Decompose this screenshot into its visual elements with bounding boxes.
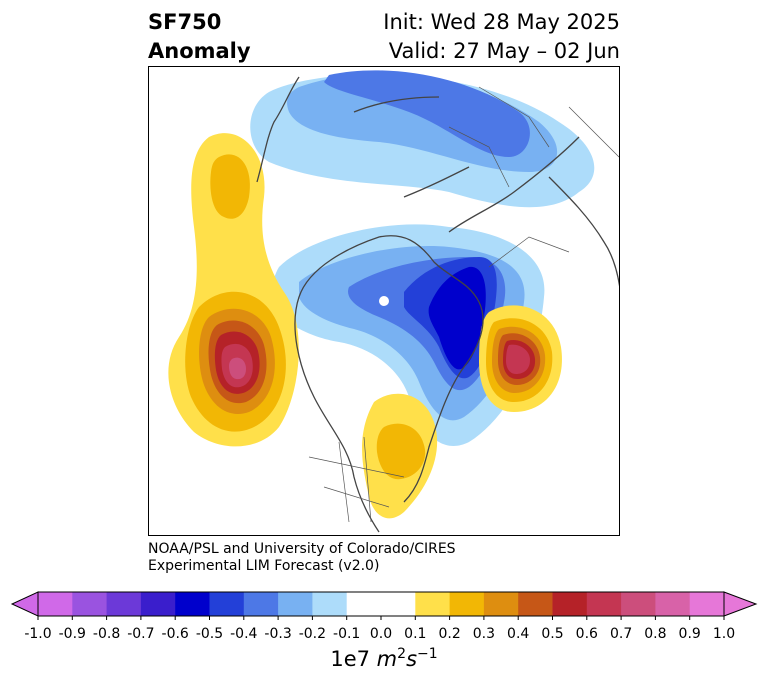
anomaly-map [168, 70, 619, 533]
colorbar-tick-label: -0.4 [230, 626, 258, 642]
colorbar-swatch [106, 592, 142, 616]
coastlines [256, 76, 619, 533]
colorbar-tick-label: -0.1 [333, 626, 361, 642]
anomaly-positive-pacific-6 [229, 357, 246, 380]
title-variable: SF750 [148, 10, 222, 34]
north-pole-marker [379, 296, 389, 306]
colorbar-tick-label: 1.0 [712, 626, 736, 642]
colorbar-tick-label: -0.9 [58, 626, 86, 642]
colorbar-tick-label: -0.2 [298, 626, 327, 642]
colorbar-swatch [72, 592, 108, 616]
colorbar-tick-label: -0.7 [127, 626, 155, 642]
colorbar-tick-label: 0.5 [541, 626, 564, 642]
colorbar-tick-label: 0.7 [609, 626, 633, 642]
title-anomaly: Anomaly [148, 39, 251, 63]
colorbar-tick-label: -0.6 [161, 626, 189, 642]
colorbar [10, 591, 758, 620]
colorbar-swatch [621, 592, 656, 616]
colorbar-swatch [381, 592, 416, 616]
colorbar-ticks: -1.0 -0.9 -0.8 -0.7 -0.6 -0.5 -0.4 -0.3 -0.2 -0.1… [0, 626, 768, 646]
anomaly-positive-us-inner [376, 423, 426, 480]
units-m: m [376, 647, 398, 671]
map-panel [148, 66, 620, 536]
colorbar-swatch [140, 592, 176, 616]
anomaly-negative-north-dark [324, 70, 530, 157]
credits: NOAA/PSL and University of Colorado/CIRE… [148, 541, 456, 575]
map-title: SF750 Anomaly [148, 8, 251, 66]
colorbar-swatch [243, 592, 279, 616]
colorbar-swatch [586, 592, 622, 616]
colorbar-swatch [655, 592, 691, 616]
units-s: s [406, 647, 418, 671]
colorbar-swatch [346, 592, 382, 616]
credits-line-2: Experimental LIM Forecast (v2.0) [148, 558, 380, 574]
anomaly-positive-atlantic-6 [506, 344, 530, 374]
colorbar-tick-label: 0.4 [507, 626, 530, 642]
colorbar-swatch [312, 592, 348, 616]
colorbar-extend-max [723, 591, 758, 617]
colorbar-tick-label: -0.3 [264, 626, 292, 642]
anomaly-negative-core-2 [428, 266, 486, 370]
colorbar-swatch [38, 592, 73, 616]
valid-date: Valid: 27 May – 02 Jun [388, 39, 620, 63]
units-exp2: −1 [417, 646, 438, 662]
colorbar-swatch [518, 592, 553, 616]
colorbar-tick-label: 0.6 [575, 626, 598, 642]
colorbar-extend-min [10, 591, 39, 617]
credits-line-1: NOAA/PSL and University of Colorado/CIRE… [148, 541, 456, 557]
colorbar-swatch [278, 592, 313, 616]
colorbar-swatch [552, 592, 588, 616]
colorbar-tick-label: -1.0 [24, 626, 52, 642]
colorbar-tick-label: 0.9 [678, 626, 701, 642]
colorbar-tick-label: 0.8 [644, 626, 667, 642]
init-date: Init: Wed 28 May 2025 [383, 10, 620, 34]
colorbar-swatch [689, 592, 725, 616]
forecast-dates: Init: Wed 28 May 2025 Valid: 27 May – 02… [383, 8, 620, 66]
colorbar-swatch [175, 592, 210, 616]
colorbar-tick-label: 0.2 [438, 626, 461, 642]
colorbar-swatch [449, 592, 485, 616]
colorbar-tick-label: 0.0 [369, 626, 393, 642]
colorbar-units: 1e7 m2s−1 [0, 646, 768, 671]
colorbar-tick-label: 0.3 [472, 626, 496, 642]
colorbar-tick-label: 0.1 [404, 626, 427, 642]
colorbar-swatch [415, 592, 451, 616]
units-exp1: 2 [397, 646, 407, 662]
units-base: 1e7 [330, 647, 377, 671]
colorbar-swatch [483, 592, 519, 616]
anomaly-positive-pacific-north [210, 154, 250, 219]
borders [308, 86, 619, 523]
colorbar-tick-label: -0.5 [195, 626, 224, 642]
colorbar-tick-label: -0.8 [92, 626, 121, 642]
colorbar-swatch [209, 592, 245, 616]
